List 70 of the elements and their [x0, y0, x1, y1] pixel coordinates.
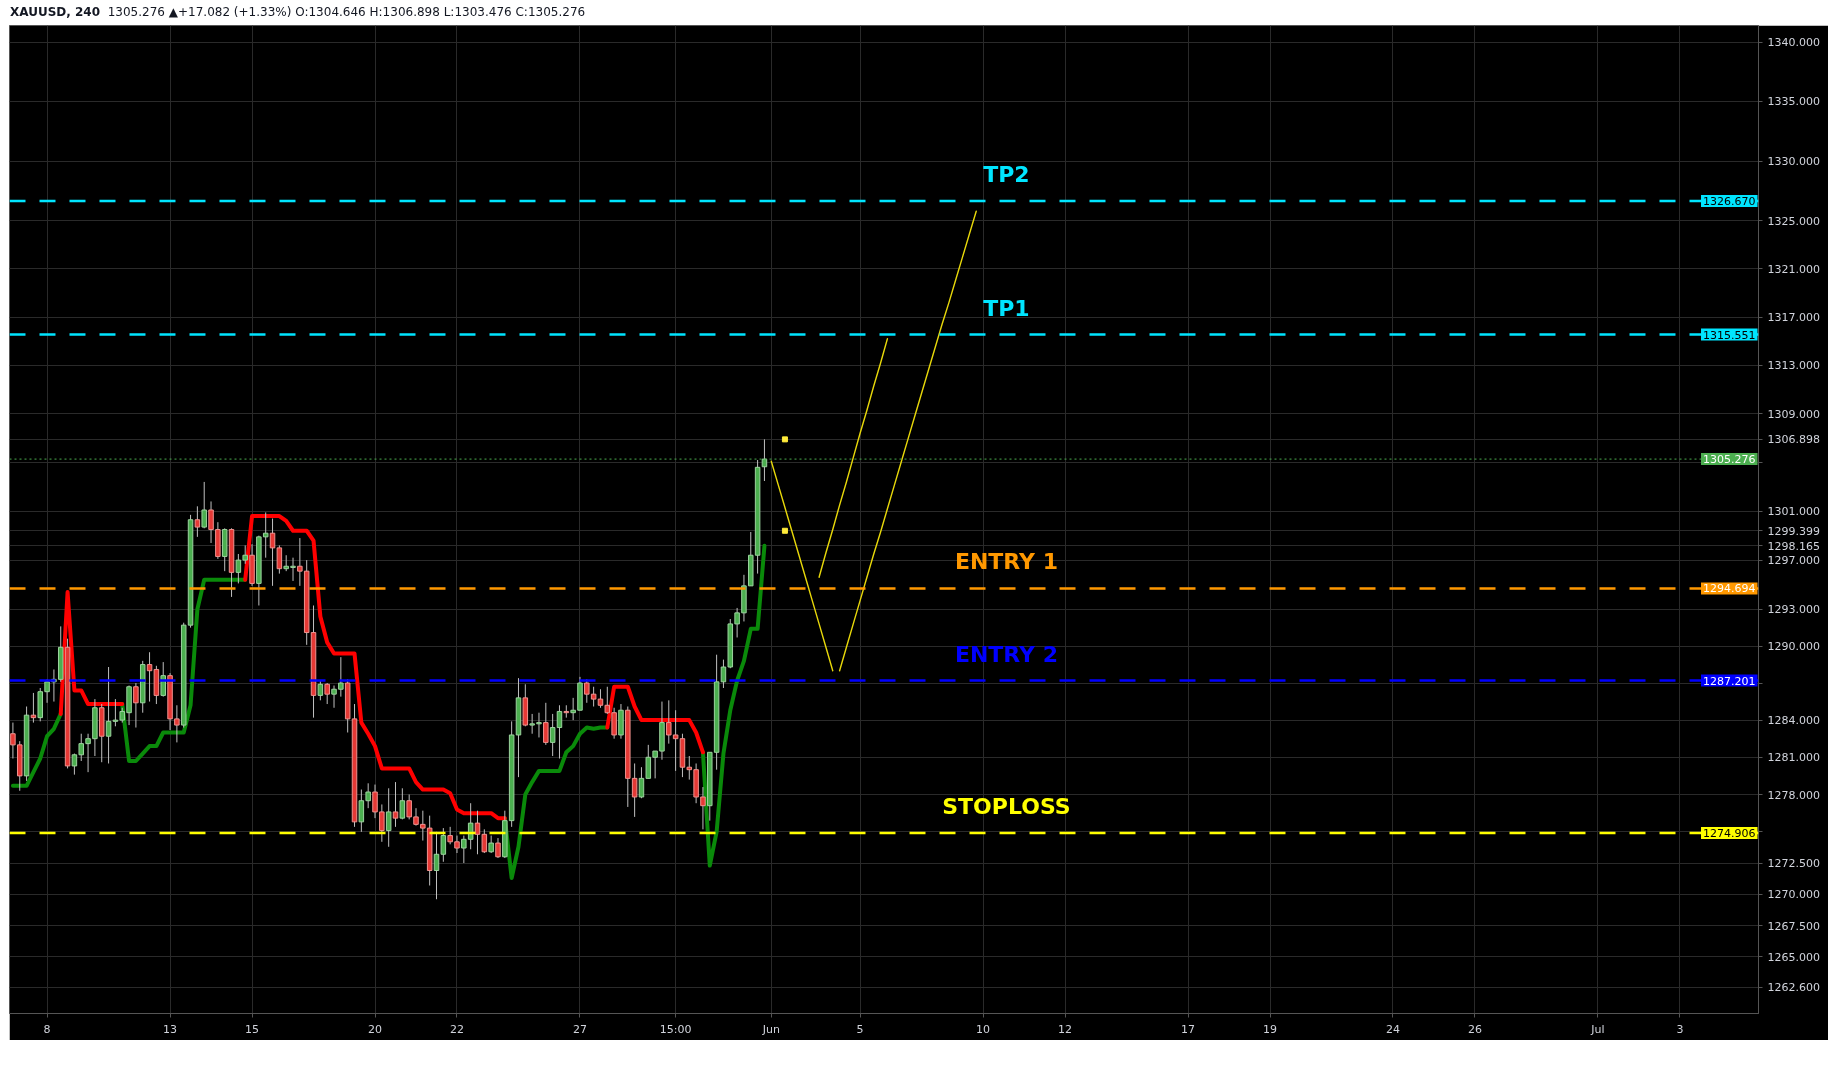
x-tick-label: 5: [856, 1022, 864, 1036]
candlestick: [324, 682, 330, 705]
candlestick: [194, 505, 201, 538]
annotation: 1305.276: [1703, 453, 1756, 467]
line-series: [818, 338, 889, 578]
annotation: 1315.551: [1703, 328, 1756, 342]
candlestick: [385, 787, 392, 848]
annotation: 1287.201: [1703, 674, 1756, 688]
candlestick: [201, 481, 207, 529]
x-tick-label: 12: [1058, 1022, 1073, 1036]
y-tick-label: 1284.000: [1767, 714, 1820, 728]
x-tick-label: Jun: [761, 1022, 780, 1036]
y-tick-label: 1278.000: [1767, 788, 1820, 802]
y-tick-label: 1293.000: [1767, 603, 1820, 617]
ref-line-label: ENTRY 2: [954, 641, 1058, 667]
chart-title: XAUUSD, 240: [10, 5, 101, 19]
x-tick-label: 8: [43, 1022, 51, 1036]
candlestick: [105, 666, 112, 764]
x-tick-label: 15: [245, 1022, 260, 1036]
y-tick-label: 1325.000: [1767, 214, 1820, 228]
y-tick-label: 1335.000: [1767, 95, 1820, 109]
x-tick-label: 27: [572, 1022, 587, 1036]
candlestick: [543, 702, 549, 746]
candlestick: [440, 827, 447, 863]
y-tick-label: 1306.898: [1767, 433, 1820, 447]
x-tick-label: 13: [163, 1022, 178, 1036]
x-tick-label: 24: [1385, 1022, 1400, 1036]
y-tick-label: 1299.399: [1767, 524, 1820, 538]
y-tick-label: 1265.000: [1767, 950, 1820, 964]
y-tick-label: 1267.500: [1767, 919, 1820, 933]
ref-line-label: TP1: [983, 295, 1030, 321]
y-tick-label: 1301.000: [1767, 505, 1820, 519]
y-tick-label: 1297.000: [1767, 554, 1820, 568]
candlestick: [638, 766, 645, 799]
candlestick: [563, 704, 570, 719]
x-tick-label: 26: [1467, 1022, 1482, 1036]
y-tick-label: 1298.165: [1767, 539, 1820, 553]
x-tick-label: Jul: [1590, 1022, 1605, 1036]
x-tick-label: 15:00: [659, 1022, 692, 1036]
y-tick-label: 1290.000: [1767, 640, 1820, 654]
candlestick: [133, 682, 139, 729]
y-tick-label: 1321.000: [1767, 262, 1820, 276]
y-tick-label: 1262.600: [1767, 981, 1820, 995]
candlestick: [399, 787, 406, 820]
x-tick-label: 22: [450, 1022, 464, 1036]
annotation: 1326.670: [1703, 194, 1756, 208]
x-tick-label: 20: [368, 1022, 383, 1036]
x-tick-label: 19: [1263, 1022, 1278, 1036]
y-tick-label: 1281.000: [1767, 751, 1820, 765]
candlestick: [317, 680, 324, 701]
ref-line-label: STOPLOSS: [942, 794, 1071, 820]
y-tick-label: 1340.000: [1767, 36, 1820, 50]
x-tick-label: 17: [1181, 1022, 1196, 1036]
line-series: [770, 460, 834, 672]
y-tick-label: 1270.000: [1767, 888, 1820, 902]
candlestick: [433, 831, 440, 900]
ref-line-label: TP2: [983, 161, 1030, 187]
y-tick-label: 1313.000: [1767, 359, 1820, 373]
y-tick-label: 1317.000: [1767, 311, 1820, 325]
annotation: 1294.694: [1703, 582, 1756, 596]
chart-subtitle: 1305.276 ▲+17.082 (+1.33%) O:1304.646 H:1306.898 L:1303.476 C:1305.276: [107, 5, 586, 19]
y-tick-label: 1330.000: [1767, 155, 1820, 169]
annotation: 1274.906: [1703, 827, 1756, 841]
candlestick: [392, 781, 399, 828]
candlestick: [495, 837, 501, 859]
x-tick-label: 3: [1676, 1022, 1684, 1036]
x-tick-label: 10: [976, 1022, 991, 1036]
y-tick-label: 1309.000: [1767, 407, 1820, 421]
y-tick-label: 1272.500: [1767, 857, 1820, 871]
ref-line-label: ENTRY 1: [954, 549, 1058, 575]
